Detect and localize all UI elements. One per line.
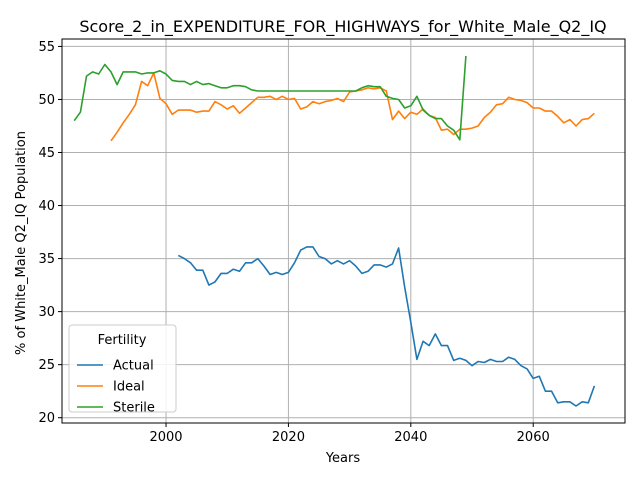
series-line-actual xyxy=(177,246,596,407)
x-tick-label: 2020 xyxy=(272,430,305,445)
x-tick-label: 2000 xyxy=(149,430,182,445)
y-tick-label: 55 xyxy=(38,40,55,55)
legend-label-actual: Actual xyxy=(113,359,154,374)
plot-frame xyxy=(61,38,626,424)
legend-label-ideal: Ideal xyxy=(113,380,145,395)
series-layer xyxy=(73,55,596,407)
y-tick-label: 35 xyxy=(38,252,55,267)
y-tick-label: 30 xyxy=(38,305,55,320)
legend-label-sterile: Sterile xyxy=(113,401,155,416)
y-tick-label: 20 xyxy=(38,411,55,426)
legend-title: Fertility xyxy=(98,333,147,348)
x-tick-label: 2060 xyxy=(517,430,550,445)
y-axis-label: % of White_Male Q2_IQ Population xyxy=(14,131,29,355)
chart-title: Score_2_in_EXPENDITURE_FOR_HIGHWAYS_for_… xyxy=(79,17,606,37)
y-tick-label: 40 xyxy=(38,199,55,214)
legend-box xyxy=(68,324,177,413)
legend-items: Actual Ideal Sterile xyxy=(77,359,155,416)
y-tick-label: 45 xyxy=(38,146,55,161)
legend: Fertility Actual Ideal Sterile xyxy=(68,324,177,416)
y-axis: 20 25 30 35 40 45 50 55 xyxy=(38,40,62,426)
x-tick-label: 2040 xyxy=(394,430,427,445)
y-tick-label: 50 xyxy=(38,93,55,108)
x-axis-label: Years xyxy=(325,451,361,466)
y-tick-label: 25 xyxy=(38,358,55,373)
grid-lines xyxy=(62,39,625,423)
x-axis: 2000 2020 2040 2060 xyxy=(149,423,550,445)
series-line-sterile xyxy=(73,55,467,141)
